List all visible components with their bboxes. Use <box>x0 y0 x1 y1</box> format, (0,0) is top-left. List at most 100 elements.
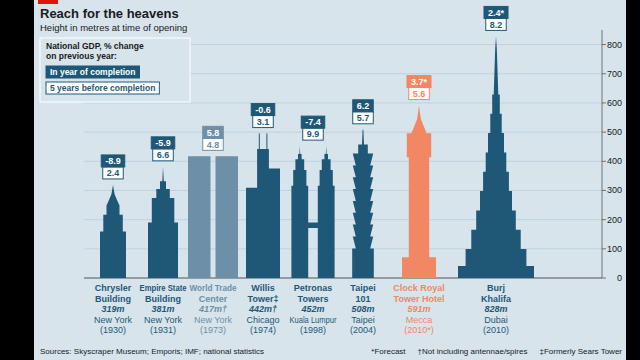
city-label: New York <box>194 315 233 325</box>
city-label: Chicago <box>246 315 279 325</box>
category-label: BurjKhalifa <box>481 283 512 304</box>
gdp-label: -0.6 <box>255 105 271 115</box>
tick-label: 700 <box>607 69 622 79</box>
category-line: Clock Royal <box>393 283 445 293</box>
year-label: (1974) <box>250 325 276 335</box>
tick <box>602 132 606 133</box>
gdp-label: -8.9 <box>105 156 121 166</box>
gdp-box <box>484 6 508 18</box>
category-line: Empire State <box>140 283 187 293</box>
legend-box <box>40 38 190 102</box>
subtitle: Height in metres at time of opening <box>40 22 187 33</box>
tick <box>602 102 606 103</box>
tick-label: 0 <box>617 273 622 283</box>
height-label: 591m <box>407 304 430 314</box>
gdp-box <box>251 104 275 116</box>
gdp-box <box>303 128 324 140</box>
tick <box>602 73 606 74</box>
gdp-label: 4.8 <box>207 140 220 150</box>
gdp-box <box>253 116 274 128</box>
category-line: Taipei <box>350 283 375 293</box>
gdp-label: 2.4 <box>107 168 120 178</box>
category-line: Burj <box>487 283 505 293</box>
footnote: *Forecast <box>371 347 406 356</box>
building <box>291 146 334 278</box>
gdp-box <box>353 100 374 112</box>
tick-label: 400 <box>607 156 622 166</box>
tick <box>602 219 606 220</box>
tick-label: 100 <box>607 244 622 254</box>
gdp-label: 6.2 <box>357 101 370 111</box>
gdp-box <box>486 18 507 30</box>
height-label: 417m† <box>198 304 227 314</box>
category-line: Building <box>95 294 131 304</box>
category-line: Khalifa <box>481 294 512 304</box>
building <box>402 106 436 278</box>
year-label: (1998) <box>300 325 326 335</box>
tick-label: 600 <box>607 98 622 108</box>
category-line: Building <box>145 294 181 304</box>
category-line: Center <box>199 294 228 304</box>
marks <box>100 36 534 278</box>
category-label: ChryslerBuilding <box>95 283 132 304</box>
year-label: (2010) <box>483 325 509 335</box>
gdp-box <box>101 155 125 167</box>
gdp-label: -5.9 <box>155 138 171 148</box>
title: Reach for the heavens <box>40 6 179 21</box>
gdp-box <box>203 126 224 138</box>
gdp-label: -7.4 <box>305 117 321 127</box>
category-label: PetronasTowers <box>294 283 333 304</box>
building <box>458 36 534 278</box>
category-line: 101 <box>355 294 370 304</box>
legend: National GDP, % changeon previous year: I… <box>40 38 190 102</box>
building <box>246 134 280 278</box>
gdp-box <box>353 112 374 124</box>
gdp-label: 3.7* <box>411 77 428 87</box>
tick-label: 800 <box>607 40 622 50</box>
city-label: Kuala Lumpur <box>290 315 337 325</box>
city-label: New York <box>144 315 183 325</box>
legend-title-line: on previous year: <box>46 51 117 61</box>
category-line: World Trade <box>190 283 237 293</box>
source: Sources: Skyscraper Museum; Emporis; IMF… <box>40 347 264 356</box>
year-label: (1973) <box>200 325 226 335</box>
legend-title-line: National GDP, % change <box>46 41 144 51</box>
tick <box>602 161 606 162</box>
height-label: 452m <box>300 304 324 314</box>
category-label: Clock RoyalTower Hotel <box>393 283 445 304</box>
tick-label: 200 <box>607 215 622 225</box>
footnote: †Not including antennae/spires <box>418 347 528 356</box>
category-line: Tower Hotel <box>394 294 445 304</box>
labels: 2.4-8.9ChryslerBuilding319mNew York(1930… <box>94 6 512 335</box>
height-label: 442m† <box>248 304 277 314</box>
gdp-label: 2.4* <box>488 8 505 18</box>
year-label: (2010*) <box>404 325 434 335</box>
city-label: Taipei <box>351 315 375 325</box>
tick <box>602 190 606 191</box>
category-label: Empire StateBuilding <box>140 283 187 304</box>
grid-line <box>84 132 602 133</box>
category-line: Tower‡ <box>248 294 279 304</box>
chart: Reach for the heavensHeight in metres at… <box>0 0 640 360</box>
gdp-label: 8.2 <box>490 20 503 30</box>
height-label: 319m <box>101 304 124 314</box>
axis-line <box>602 30 603 278</box>
gdp-box <box>103 167 124 179</box>
gdp-box <box>301 116 325 128</box>
category-label: Taipei101 <box>350 283 375 304</box>
tick-label: 500 <box>607 127 622 137</box>
category-label: WillisTower‡ <box>248 283 279 304</box>
grid-line <box>84 102 602 103</box>
height-label: 508m <box>351 304 374 314</box>
year-label: (2004) <box>350 325 376 335</box>
category-label: World TradeCenter <box>190 283 237 304</box>
gdp-box <box>151 137 175 149</box>
tag <box>38 0 58 4</box>
legend-label: In year of completion <box>50 67 136 77</box>
gdp-label: 5.6 <box>413 89 426 99</box>
building <box>188 156 238 278</box>
legend-title: National GDP, % changeon previous year: <box>46 41 144 61</box>
category-line: Willis <box>251 283 274 293</box>
footnote: ‡Formerly Sears Tower <box>539 347 622 356</box>
gdp-label: 9.9 <box>307 129 320 139</box>
